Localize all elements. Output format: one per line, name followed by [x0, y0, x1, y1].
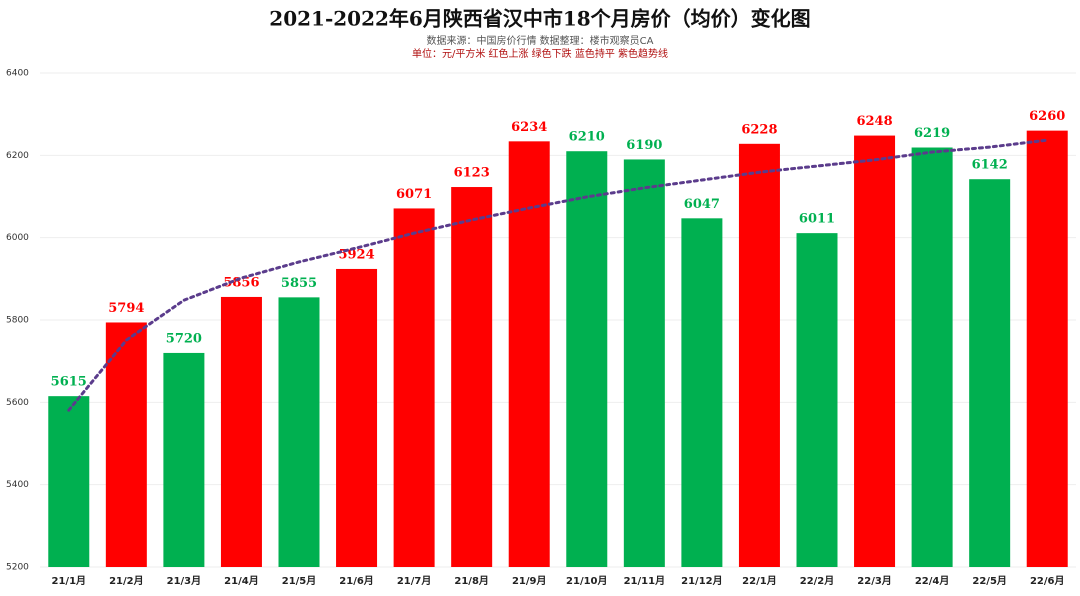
x-tick-label: 21/9月: [512, 575, 547, 587]
x-tick-label: 21/7月: [397, 575, 432, 587]
trend-line: [67, 138, 1049, 412]
chart-note: 单位：元/平方米 红色上涨 绿色下跌 蓝色持平 紫色趋势线: [412, 47, 668, 60]
bar: [48, 396, 90, 567]
value-label: 6123: [454, 166, 490, 181]
bar: [163, 352, 205, 567]
x-tick-label: 22/2月: [800, 575, 835, 587]
x-tick-label: 21/6月: [339, 575, 374, 587]
value-label: 6210: [569, 130, 605, 145]
y-tick-label: 5600: [6, 398, 29, 408]
bar: [796, 233, 838, 567]
value-label: 6011: [799, 212, 835, 227]
bar: [393, 208, 435, 567]
value-label: 5856: [223, 275, 259, 290]
x-tick-label: 21/2月: [109, 575, 144, 587]
value-label: 5720: [166, 331, 202, 346]
y-tick-label: 6400: [6, 69, 29, 79]
value-label: 6234: [511, 120, 547, 135]
bar: [681, 218, 723, 567]
y-tick-label: 5800: [6, 316, 29, 326]
y-tick-label: 6200: [6, 151, 29, 161]
bar: [451, 187, 493, 567]
x-tick-label: 21/11月: [624, 575, 665, 587]
x-tick-label: 21/12月: [681, 575, 722, 587]
value-label: 6219: [914, 126, 950, 141]
bar: [336, 268, 378, 567]
value-label: 6260: [1029, 109, 1065, 124]
x-tick-label: 22/1月: [742, 575, 777, 587]
x-tick-label: 21/10月: [566, 575, 607, 587]
value-label: 5615: [51, 375, 87, 390]
x-tick-label: 22/4月: [915, 575, 950, 587]
x-tick-label: 21/4月: [224, 575, 259, 587]
bar: [105, 322, 147, 567]
x-tick-label: 22/5月: [972, 575, 1007, 587]
bar: [278, 297, 320, 567]
y-tick-label: 5400: [6, 480, 29, 490]
bar: [854, 135, 896, 567]
y-tick-label: 6000: [6, 233, 29, 243]
x-tick-label: 21/8月: [454, 575, 489, 587]
chart-subtitle: 数据来源：中国房价行情 数据整理：楼市观察员CA: [426, 34, 653, 47]
bar: [220, 296, 262, 567]
x-tick-label: 22/6月: [1030, 575, 1065, 587]
value-label: 5794: [108, 301, 144, 316]
x-tick-label: 22/3月: [857, 575, 892, 587]
y-tick-label: 5200: [6, 563, 29, 573]
bar: [566, 151, 608, 567]
value-label: 6248: [856, 114, 892, 129]
x-tick-label: 21/5月: [282, 575, 317, 587]
x-tick-label: 21/1月: [52, 575, 87, 587]
bar: [623, 159, 665, 567]
value-label: 5855: [281, 276, 317, 291]
bar: [738, 143, 780, 567]
bar: [1026, 130, 1068, 567]
bar: [969, 179, 1011, 567]
value-label: 6047: [684, 197, 720, 212]
x-tick-label: 21/3月: [167, 575, 202, 587]
value-label: 6142: [972, 158, 1008, 173]
chart-title: 2021-2022年6月陕西省汉中市18个月房价（均价）变化图: [269, 7, 810, 31]
value-label: 6190: [626, 138, 662, 153]
bar: [911, 147, 953, 568]
value-label: 6071: [396, 187, 432, 202]
value-label: 6228: [741, 122, 777, 137]
